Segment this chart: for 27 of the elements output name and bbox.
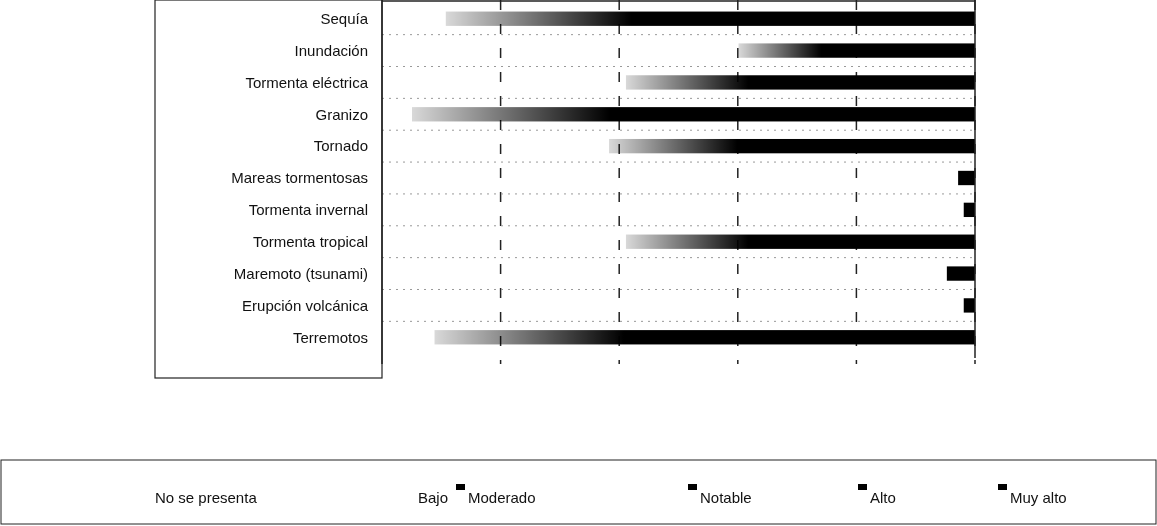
y-tick-label: Sequía [320, 9, 369, 27]
y-tick-label: Inundación [294, 41, 368, 59]
bar [958, 170, 975, 186]
text: No se presenta [155, 489, 258, 506]
y-tick-label: Granizo [315, 105, 368, 123]
bar [963, 298, 975, 313]
y-tick-label: Erupción volcánica [242, 296, 369, 314]
bar [434, 330, 975, 345]
y-tick-label: Terremotos [292, 328, 368, 346]
y-tick-label: Tormenta tropical [252, 232, 368, 250]
bar [738, 43, 975, 58]
text: Bajo [418, 489, 449, 506]
y-tick-label: Maremoto (tsunami) [233, 264, 368, 282]
text: Alto [870, 489, 896, 506]
text: Moderado [468, 489, 536, 506]
text: Notable [700, 489, 752, 506]
bar [412, 107, 975, 122]
bar [625, 75, 975, 90]
y-tick-label: Tormenta invernal [248, 201, 368, 219]
y-tick-label: Tormenta eléctrica [245, 73, 369, 91]
bar [946, 266, 975, 281]
y-tick-label: Tornado [313, 137, 368, 155]
text: Muy alto [1010, 489, 1067, 506]
bar [445, 11, 975, 26]
bar [609, 138, 975, 154]
bar [625, 234, 975, 249]
y-tick-label: Mareas tormentosas [231, 169, 368, 187]
